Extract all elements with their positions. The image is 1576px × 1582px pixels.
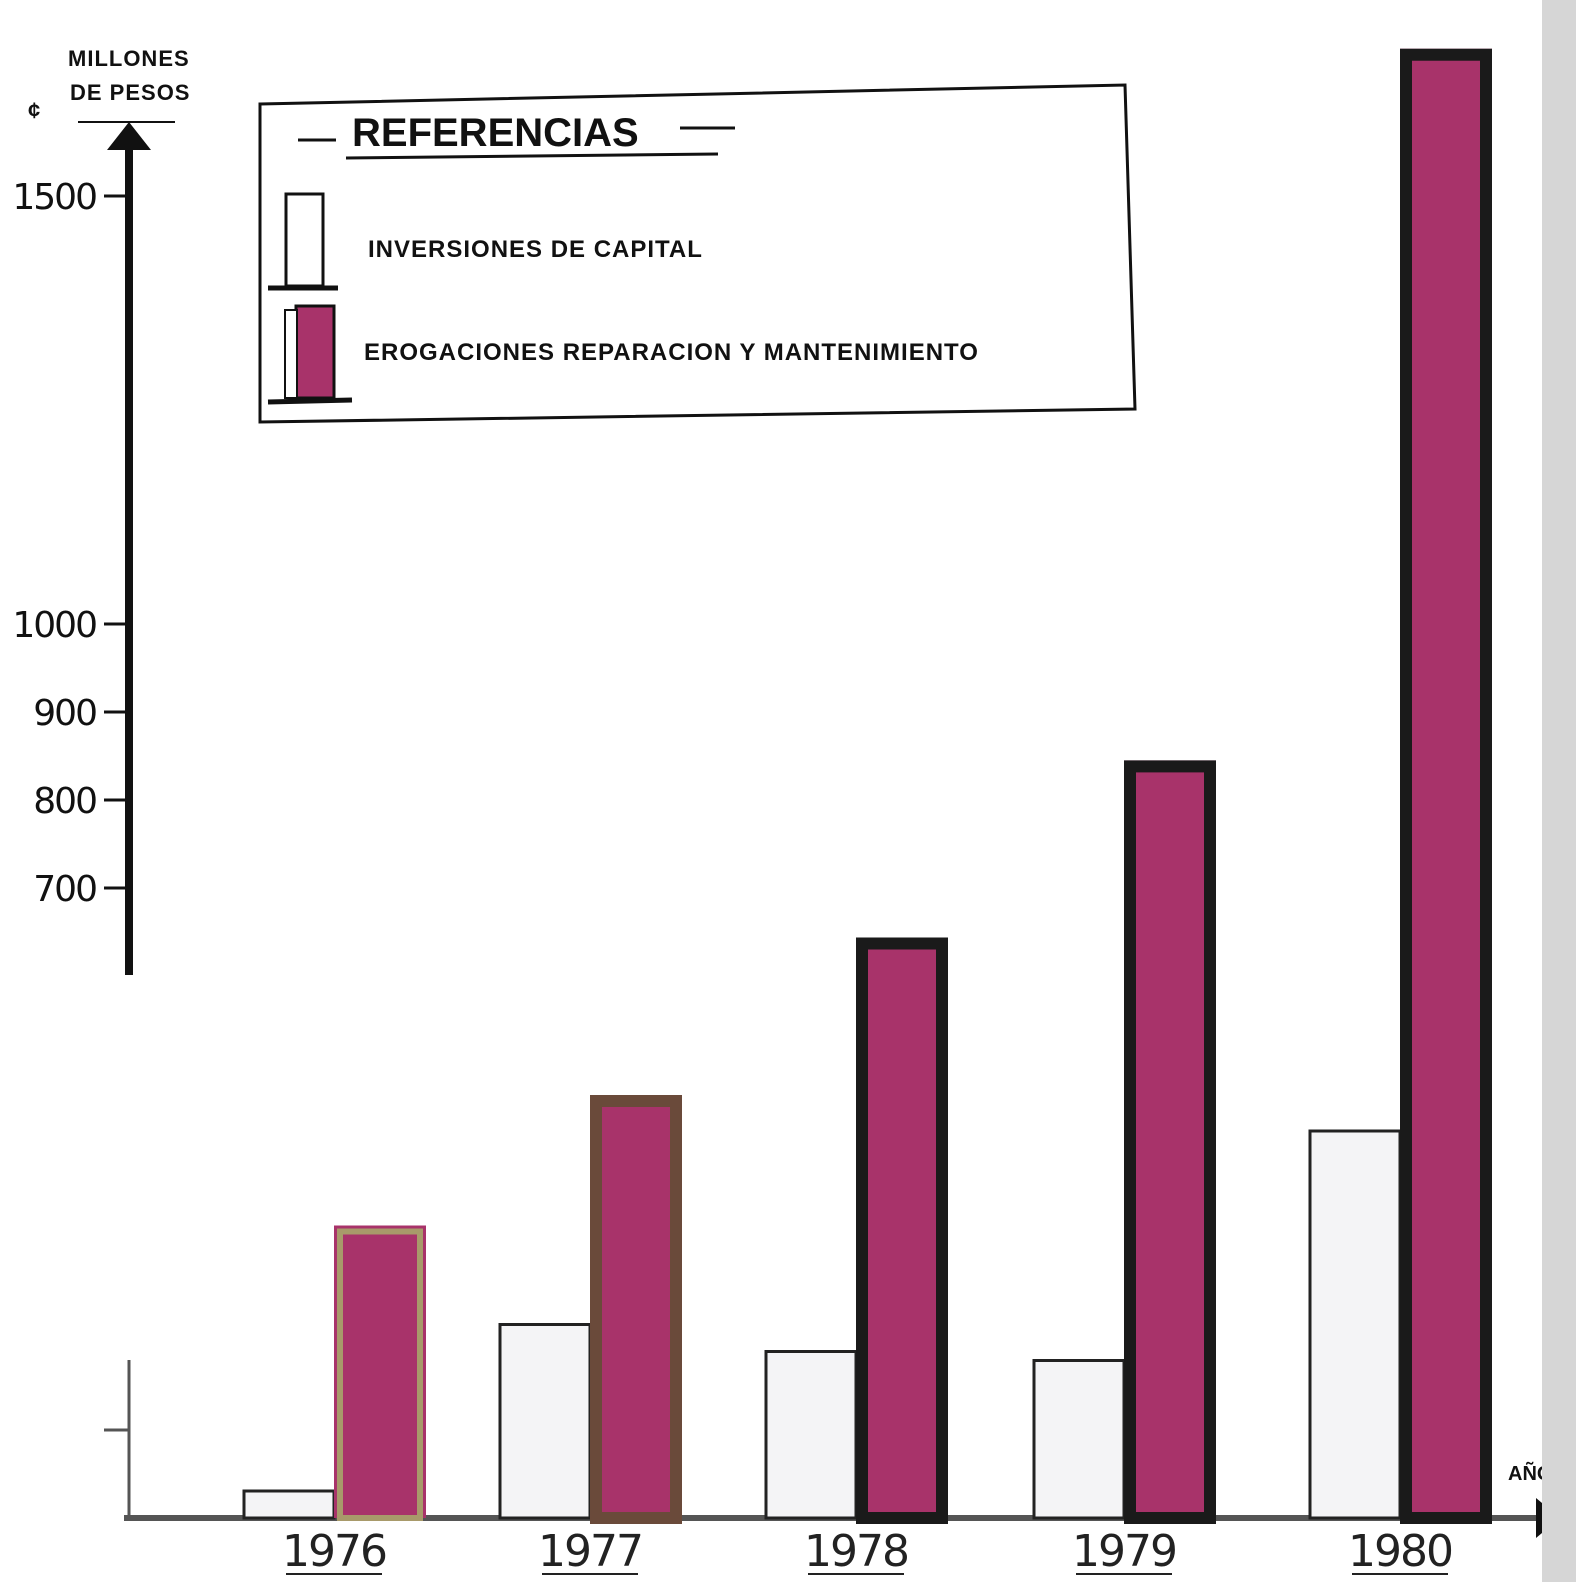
bar-mantenimiento-1976 <box>334 1225 426 1518</box>
legend-label-capital: INVERSIONES DE CAPITAL <box>368 236 703 263</box>
bar-capital-1976 <box>242 1489 336 1520</box>
x-tick-label-1977: 1977 <box>538 1526 642 1577</box>
y-tick-label-700: 700 <box>33 869 96 910</box>
bar-mantenimiento-1977 <box>590 1095 682 1518</box>
y-tick-label-900: 900 <box>33 693 96 734</box>
legend-title-underline <box>345 152 719 160</box>
bar-mantenimiento-1980 <box>1400 48 1492 1519</box>
currency-symbol: ¢ <box>28 98 41 123</box>
bar-mantenimiento-1978 <box>856 937 948 1518</box>
bar-mantenimiento-outline-1977 <box>590 1095 682 1524</box>
bar-mantenimiento-outline-1980 <box>1400 48 1492 1525</box>
bar-capital-1978 <box>764 1350 858 1520</box>
x-tick-label-1976: 1976 <box>282 1526 386 1577</box>
y-axis-arrow-icon <box>107 122 151 150</box>
legend: REFERENCIAS INVERSIONES DE CAPITAL EROGA… <box>258 83 1137 424</box>
y-axis-label-line2: DE PESOS <box>70 80 190 105</box>
page-edge-shadow <box>1542 0 1576 1582</box>
legend-swatch-capital <box>284 192 325 288</box>
y-tick-label-800: 800 <box>33 781 96 822</box>
legend-swatch-mantenimiento <box>294 304 336 400</box>
bar-mantenimiento-outline-1979 <box>1124 760 1216 1524</box>
bar-mantenimiento-outline-1976 <box>337 1228 423 1521</box>
y-tick-group: 700 800 900 1000 1500 <box>12 177 129 910</box>
y-tick-label-1500: 1500 <box>12 177 96 218</box>
bar-mantenimiento-1979 <box>1124 760 1216 1518</box>
bar-capital-1979 <box>1032 1359 1126 1520</box>
x-tick-label-1980: 1980 <box>1348 1526 1452 1577</box>
bar-capital-1977 <box>498 1323 592 1520</box>
year-label-group: 1976 1977 1978 1979 1980 <box>282 1526 1454 1577</box>
legend-label-mantenimiento: EROGACIONES REPARACION Y MANTENIMIENTO <box>364 339 979 366</box>
bar-group <box>242 48 1492 1525</box>
legend-swatch-mantenimiento-inner <box>284 309 298 399</box>
x-tick-label-1979: 1979 <box>1072 1526 1176 1577</box>
legend-box <box>258 83 1137 424</box>
x-tick-label-1978: 1978 <box>804 1526 908 1577</box>
bar-capital-1980 <box>1308 1129 1402 1520</box>
legend-swatch-mantenimiento-base <box>267 397 353 405</box>
legend-title: REFERENCIAS <box>352 111 639 155</box>
y-axis-label-line1: MILLONES <box>68 46 190 71</box>
bar-mantenimiento-outline-1978 <box>856 937 948 1524</box>
y-tick-label-1000: 1000 <box>12 605 96 646</box>
